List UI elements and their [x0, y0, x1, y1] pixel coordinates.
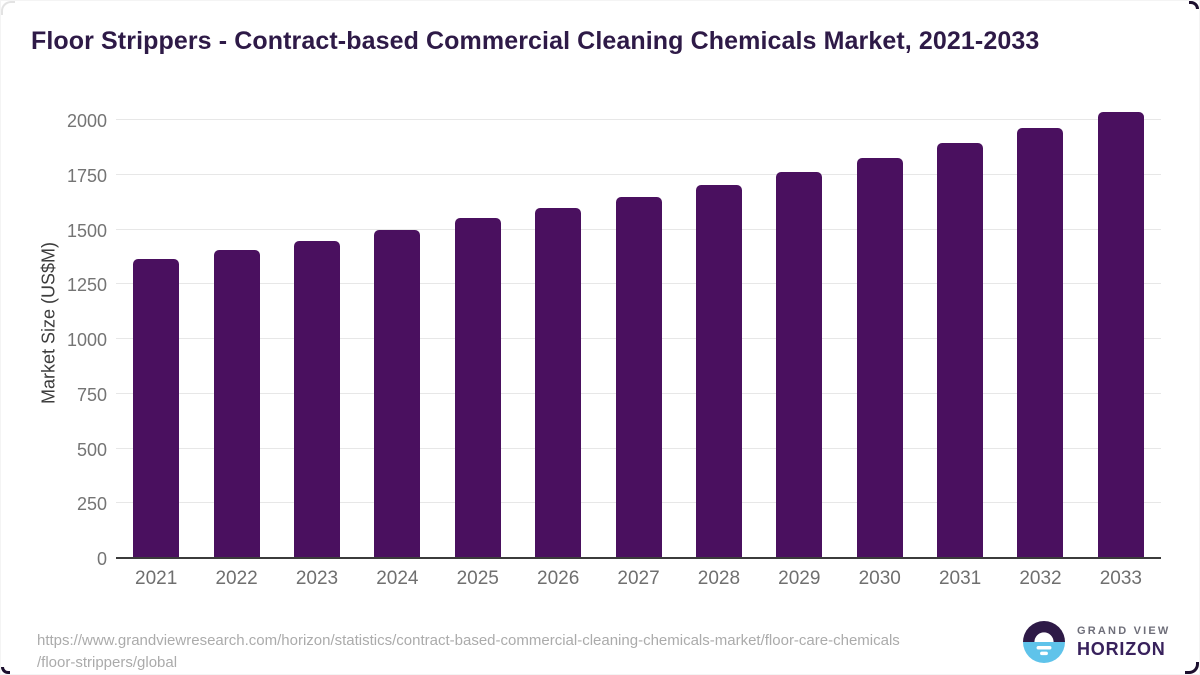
bar-slot	[759, 101, 839, 557]
bar-2024	[374, 229, 421, 557]
bar-2022	[213, 250, 260, 557]
bar-slot	[438, 101, 518, 557]
source-url-line-1: https://www.grandviewresearch.com/horizo…	[37, 632, 900, 649]
source-url: https://www.grandviewresearch.com/horizo…	[37, 630, 900, 674]
bar-slot	[357, 101, 437, 557]
x-tick-label: 2022	[215, 568, 258, 589]
border-corner-bottom-left	[1, 667, 10, 674]
bar-slot	[277, 101, 357, 557]
y-tick-label: 500	[76, 439, 107, 460]
x-axis-ticks: 2021 2022 2023 2024 2025 2026 2027 2028 2029 2030…	[116, 568, 1161, 590]
bar-2032	[1017, 128, 1064, 557]
plot-area	[116, 101, 1161, 559]
y-axis-title: Market Size (US$M)	[38, 241, 59, 405]
bar-2025	[454, 218, 501, 557]
bar-slot	[598, 101, 678, 557]
x-tick-label: 2029	[778, 568, 821, 589]
border-corner-top-right	[1189, 1, 1199, 9]
bar-2030	[856, 157, 903, 557]
y-tick-label: 1750	[66, 165, 107, 186]
x-tick-label: 2028	[697, 568, 741, 589]
x-tick-label: 2023	[295, 568, 339, 589]
bar-slot	[518, 101, 598, 557]
horizon-logo-icon	[1023, 621, 1065, 663]
y-tick-label: 0	[96, 549, 107, 569]
y-tick-label: 2000	[66, 111, 107, 131]
border-corner-top-left	[1, 1, 15, 15]
bar-slot	[679, 101, 759, 557]
bar-slot	[1000, 101, 1080, 557]
x-tick-label: 2024	[376, 568, 419, 589]
x-tick-label: 2025	[456, 568, 499, 589]
y-tick-label: 250	[76, 494, 107, 515]
bar-2026	[535, 207, 582, 557]
bar-2023	[293, 240, 340, 557]
bar-2021	[133, 259, 180, 557]
bar-slot	[920, 101, 1000, 557]
gridline	[116, 173, 1161, 175]
bar-slot	[116, 101, 196, 557]
x-tick-label: 2031	[938, 568, 982, 589]
brand-logo: GRAND VIEW HORIZON	[1023, 621, 1171, 663]
bar-slot	[840, 101, 920, 557]
bar-slot	[1081, 101, 1161, 557]
chart-title: Floor Strippers - Contract-based Commerc…	[31, 27, 1040, 55]
bar-2027	[615, 196, 662, 557]
source-url-line-2: /floor-strippers/global	[37, 654, 178, 671]
bar-slot	[196, 101, 276, 557]
x-tick-label: 2021	[135, 568, 178, 589]
border-corner-bottom-right	[1185, 662, 1199, 674]
y-tick-label: 750	[76, 384, 107, 405]
x-tick-label: 2032	[1019, 568, 1062, 589]
x-tick-label: 2030	[858, 568, 901, 589]
x-tick-label: 2033	[1099, 568, 1143, 589]
logo-wordmark: GRAND VIEW HORIZON	[1077, 625, 1171, 660]
bar-2033	[1097, 112, 1144, 557]
logo-brand-top: GRAND VIEW	[1077, 624, 1171, 637]
gridline	[116, 119, 1161, 120]
x-tick-label: 2027	[617, 568, 660, 589]
bar-2029	[776, 172, 823, 557]
y-tick-label: 1500	[66, 220, 107, 241]
bar-series	[116, 101, 1161, 557]
x-tick-label: 2026	[537, 568, 580, 589]
y-tick-label: 1250	[66, 275, 107, 296]
bar-2028	[695, 184, 742, 557]
logo-brand-bottom: HORIZON	[1077, 638, 1166, 659]
y-tick-label: 1000	[66, 330, 107, 350]
bar-2031	[937, 143, 984, 557]
